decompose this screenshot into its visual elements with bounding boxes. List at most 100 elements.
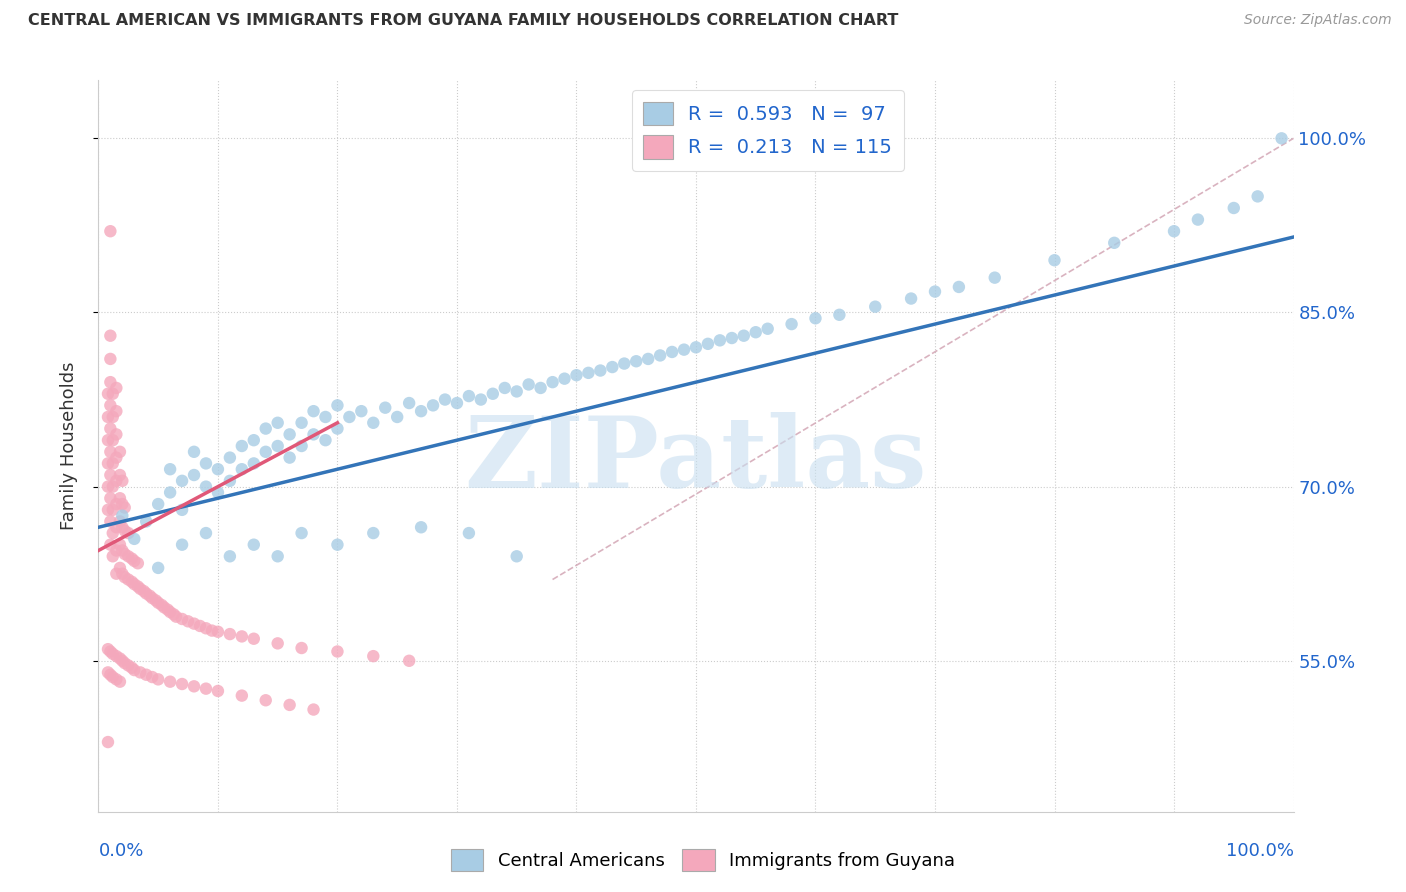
Point bbox=[101, 457, 124, 471]
Point bbox=[195, 621, 218, 635]
Point bbox=[114, 570, 136, 584]
Point bbox=[302, 427, 325, 442]
Point bbox=[613, 357, 636, 371]
Point bbox=[98, 491, 122, 506]
Point bbox=[114, 524, 136, 538]
Point bbox=[745, 325, 768, 339]
Point bbox=[398, 396, 420, 410]
Point bbox=[111, 474, 134, 488]
Point bbox=[602, 359, 624, 374]
Point bbox=[98, 667, 122, 681]
Point bbox=[385, 409, 409, 424]
Legend: R =  0.593   N =  97, R =  0.213   N = 115: R = 0.593 N = 97, R = 0.213 N = 115 bbox=[631, 90, 904, 170]
Point bbox=[108, 538, 131, 552]
Point bbox=[117, 658, 139, 673]
Point bbox=[148, 673, 170, 687]
Point bbox=[111, 520, 134, 534]
Point bbox=[105, 649, 128, 664]
Point bbox=[97, 433, 120, 447]
Point bbox=[195, 480, 218, 494]
Point bbox=[98, 224, 122, 238]
Point bbox=[111, 497, 134, 511]
Point bbox=[541, 375, 564, 389]
Point bbox=[105, 497, 128, 511]
Point bbox=[1247, 189, 1270, 203]
Point bbox=[481, 386, 505, 401]
Point bbox=[97, 503, 120, 517]
Point bbox=[195, 457, 218, 471]
Point bbox=[924, 285, 946, 299]
Point bbox=[98, 375, 122, 389]
Point bbox=[139, 589, 162, 603]
Point bbox=[195, 681, 218, 696]
Point bbox=[101, 433, 124, 447]
Point bbox=[105, 566, 128, 581]
Point bbox=[105, 543, 128, 558]
Point bbox=[97, 642, 120, 657]
Point bbox=[98, 445, 122, 459]
Point bbox=[278, 698, 301, 712]
Point bbox=[127, 579, 149, 593]
Point bbox=[207, 485, 229, 500]
Point bbox=[98, 468, 122, 483]
Point bbox=[159, 462, 181, 476]
Text: Source: ZipAtlas.com: Source: ZipAtlas.com bbox=[1244, 13, 1392, 28]
Point bbox=[207, 462, 229, 476]
Point bbox=[780, 317, 803, 331]
Point bbox=[267, 636, 290, 650]
Point bbox=[326, 644, 349, 658]
Point bbox=[101, 503, 124, 517]
Text: ZIPatlas: ZIPatlas bbox=[465, 412, 927, 509]
Point bbox=[278, 427, 301, 442]
Point bbox=[124, 663, 146, 677]
Point bbox=[111, 508, 134, 523]
Point bbox=[145, 593, 167, 607]
Point bbox=[97, 480, 120, 494]
Point bbox=[163, 607, 186, 622]
Point bbox=[637, 351, 659, 366]
Point bbox=[231, 629, 253, 643]
Point bbox=[111, 543, 134, 558]
Point bbox=[121, 574, 143, 589]
Point bbox=[124, 577, 146, 591]
Point bbox=[494, 381, 516, 395]
Point bbox=[350, 404, 373, 418]
Point bbox=[117, 526, 139, 541]
Point bbox=[132, 584, 155, 599]
Point bbox=[1104, 235, 1126, 250]
Point bbox=[589, 363, 612, 377]
Point bbox=[1271, 131, 1294, 145]
Point bbox=[97, 735, 120, 749]
Point bbox=[291, 640, 314, 655]
Point bbox=[326, 421, 349, 435]
Point bbox=[434, 392, 457, 407]
Point bbox=[111, 654, 134, 668]
Point bbox=[98, 351, 122, 366]
Point bbox=[578, 366, 600, 380]
Point bbox=[98, 421, 122, 435]
Point bbox=[554, 372, 576, 386]
Point bbox=[243, 457, 266, 471]
Point bbox=[141, 591, 163, 606]
Point bbox=[172, 538, 194, 552]
Point bbox=[626, 354, 648, 368]
Point bbox=[148, 497, 170, 511]
Point bbox=[121, 661, 143, 675]
Point bbox=[172, 612, 194, 626]
Point bbox=[267, 416, 290, 430]
Point bbox=[219, 549, 242, 564]
Y-axis label: Family Households: Family Households bbox=[59, 362, 77, 530]
Point bbox=[948, 280, 970, 294]
Point bbox=[101, 480, 124, 494]
Point bbox=[159, 485, 181, 500]
Text: 100.0%: 100.0% bbox=[1226, 842, 1294, 860]
Point bbox=[98, 515, 122, 529]
Point bbox=[219, 450, 242, 465]
Point bbox=[97, 457, 120, 471]
Point bbox=[108, 445, 131, 459]
Point bbox=[458, 526, 481, 541]
Point bbox=[135, 515, 157, 529]
Point bbox=[363, 416, 385, 430]
Point bbox=[101, 549, 124, 564]
Point bbox=[326, 398, 349, 412]
